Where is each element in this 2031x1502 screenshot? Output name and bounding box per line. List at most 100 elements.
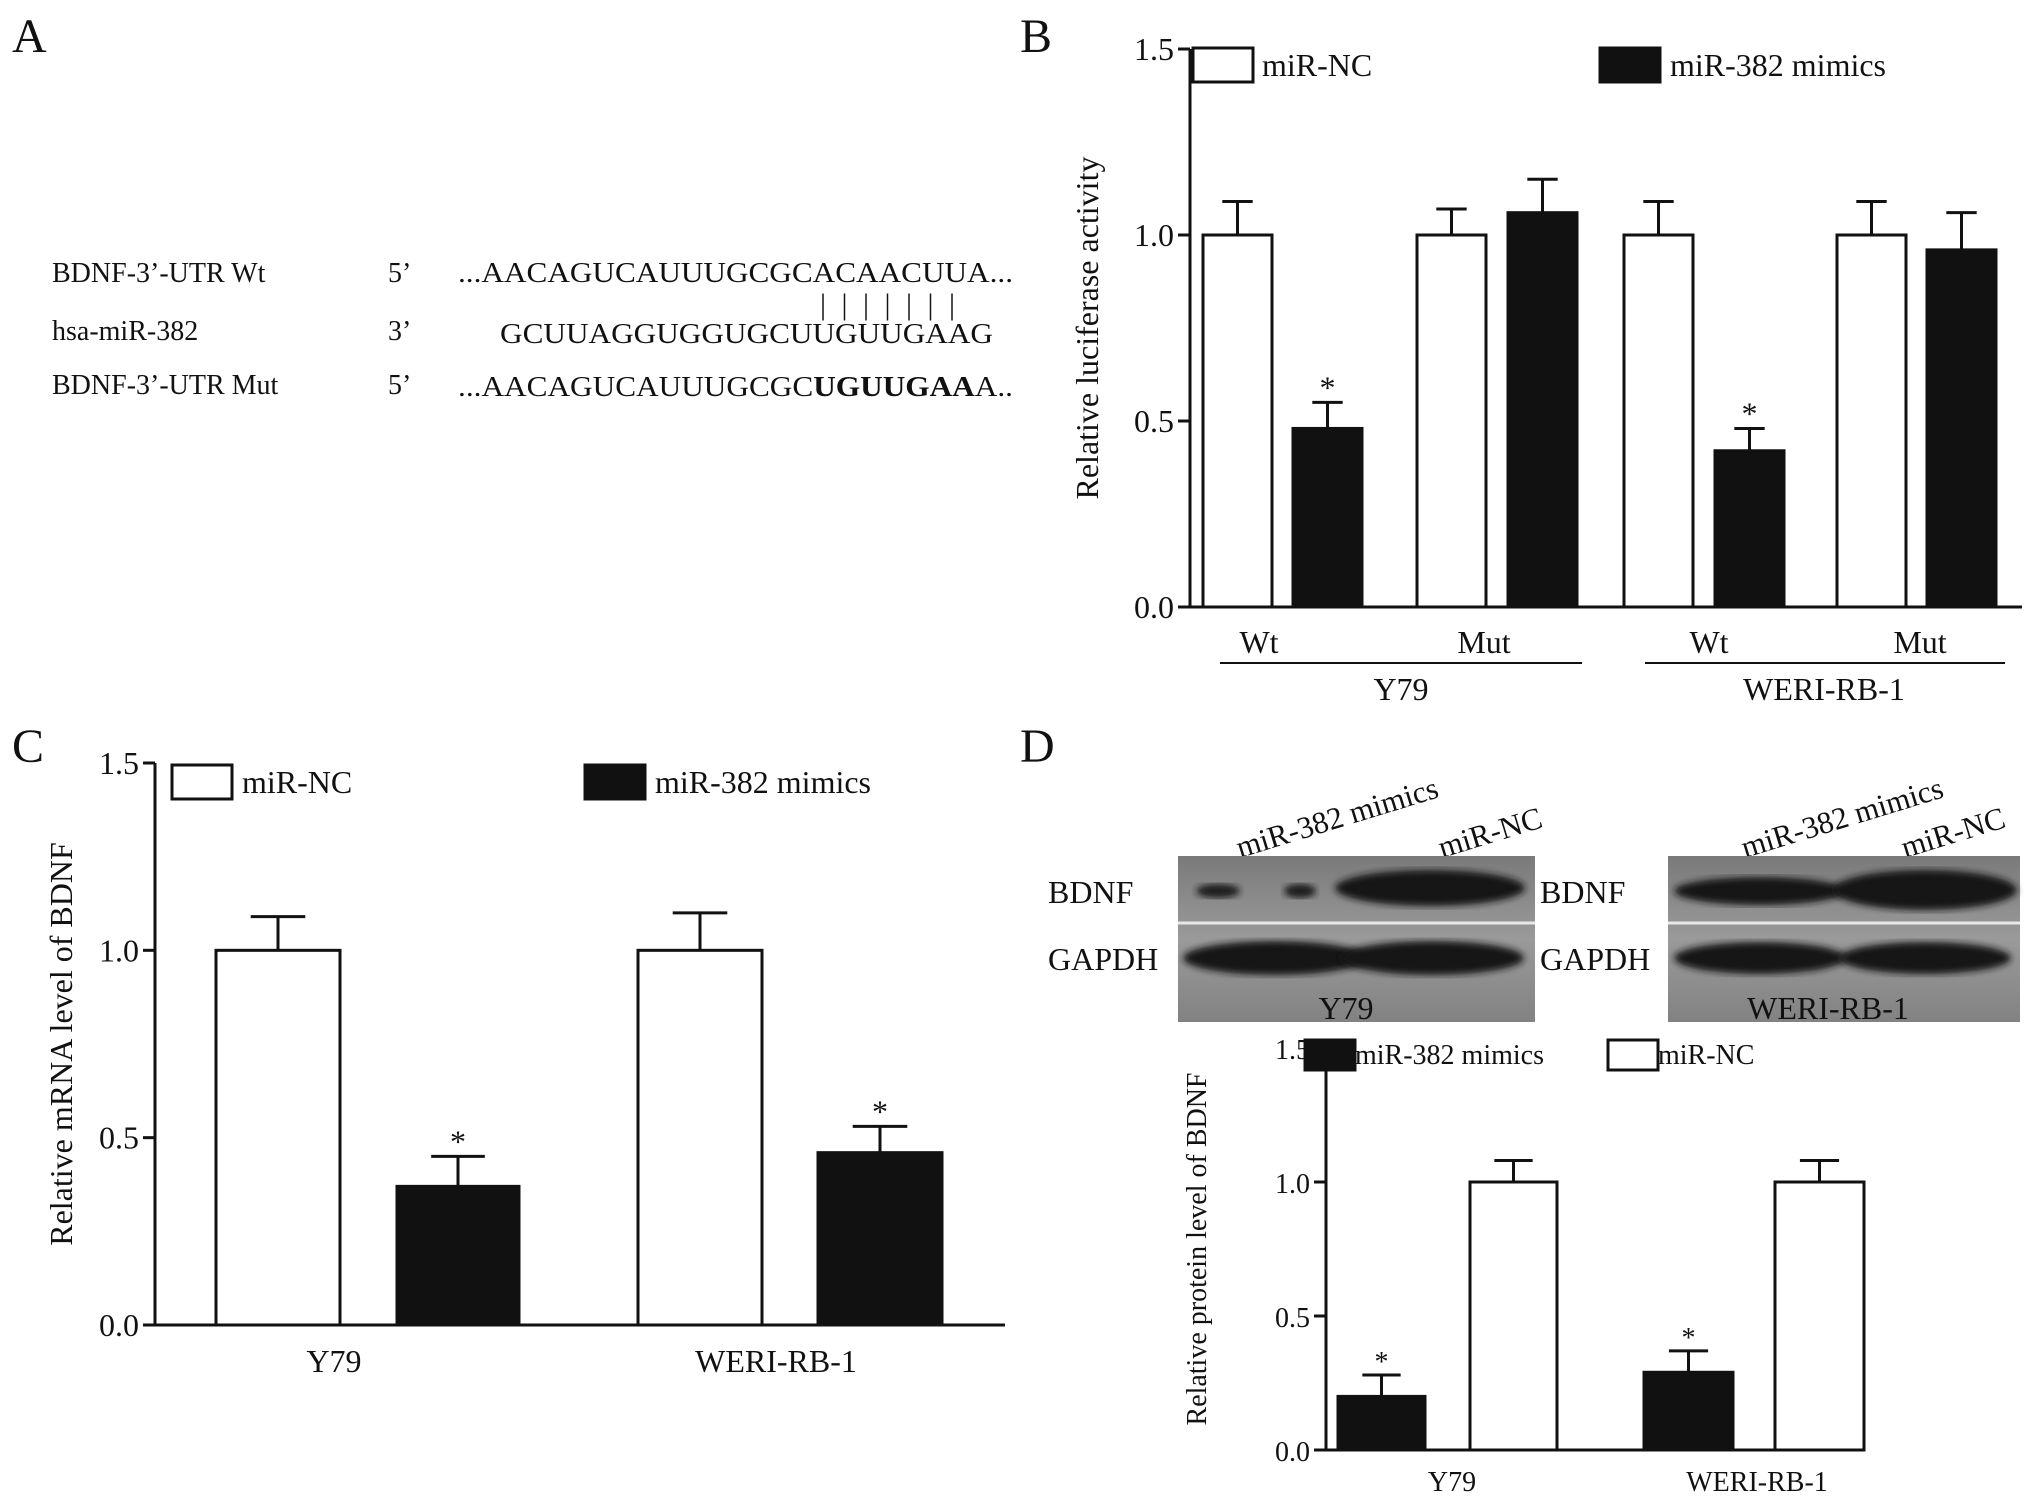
bar — [1622, 233, 1695, 609]
legend-label: miR-382 mimics — [1670, 47, 1886, 83]
bar — [1201, 233, 1274, 609]
seq-row-end: 5’ — [388, 370, 411, 401]
significance-mark: * — [872, 1093, 888, 1129]
significance-mark: * — [450, 1123, 466, 1159]
panel-letter-a: A — [12, 10, 47, 63]
bar — [1336, 1394, 1427, 1452]
legend-label: miR-382 mimics — [1355, 1040, 1544, 1071]
y-tick-label: 0.0 — [1134, 589, 1174, 625]
group-label: WERI-RB-1 — [1743, 671, 1905, 707]
y-axis-label: Relative mRNA level of BDNF — [43, 842, 79, 1246]
seq-row-name: BDNF-3’-UTR Mut — [52, 370, 279, 401]
legend-swatch — [1598, 46, 1662, 84]
blot-y79: miR-382 mimics miR-NC BDNF GAPDH Y79 — [1048, 770, 1546, 1026]
blot-row-label-gapdh: GAPDH — [1540, 941, 1650, 977]
seq-row-name: BDNF-3’-UTR Wt — [52, 258, 266, 289]
lane-label-mimics: miR-382 mimics — [1232, 770, 1442, 865]
legend-swatch — [583, 763, 647, 801]
legend-label: miR-NC — [242, 764, 352, 800]
bar — [1713, 449, 1786, 609]
legend-swatch — [170, 763, 234, 801]
bar — [1506, 211, 1579, 609]
legend-label: miR-NC — [1658, 1040, 1754, 1071]
bar — [1642, 1370, 1735, 1452]
band-bdnf-mimics-2 — [1284, 884, 1316, 898]
lane-label-nc: miR-NC — [1434, 800, 1546, 865]
y-tick-label: 1.5 — [1134, 31, 1174, 67]
bar — [636, 948, 764, 1327]
x-tick-label: Wt — [1239, 624, 1278, 660]
band-gapdh-nc — [1839, 942, 2011, 974]
pairing-lines: | | | | | | | — [820, 288, 955, 321]
seq-row-end: 5’ — [388, 258, 411, 289]
blot-row-label-bdnf: BDNF — [1048, 874, 1133, 910]
y-tick-label: 0.0 — [1275, 1437, 1310, 1468]
band-gapdh-mimics — [1183, 941, 1367, 975]
band-gapdh-nc — [1340, 941, 1524, 975]
bar — [1925, 248, 1998, 609]
band-bdnf-mimics — [1674, 877, 1846, 905]
seq-row-sequence: ...AACAGUCAUUUGCGC UGUUGAA A.. — [458, 372, 1013, 403]
blot-group-label: WERI-RB-1 — [1747, 990, 1909, 1026]
significance-mark: * — [1375, 1347, 1389, 1378]
band-bdnf-mimics-1 — [1196, 884, 1240, 898]
y-tick-label: 1.0 — [1134, 217, 1174, 253]
blot-weri: miR-382 mimics miR-NC BDNF GAPDH WERI-RB… — [1540, 770, 2020, 1026]
x-tick-label: Mut — [1457, 624, 1510, 660]
bar — [1773, 1180, 1866, 1452]
bar — [1468, 1180, 1559, 1452]
seq-row-end: 3’ — [388, 316, 411, 347]
legend-swatch — [1303, 1038, 1357, 1072]
charts: 0.0 0.5 1.0 1.5 Relative luciferase activity… — [43, 31, 2022, 1498]
y-tick-label: 0.5 — [99, 1120, 139, 1156]
y-tick-label: 1.0 — [99, 932, 139, 968]
chart-b: 0.0 0.5 1.0 1.5 Relative luciferase activity… — [1069, 31, 2022, 707]
y-tick-label: 1.0 — [1275, 1169, 1310, 1200]
significance-mark: * — [1742, 395, 1758, 431]
y-tick-label: 0.0 — [99, 1307, 139, 1343]
bar — [816, 1151, 944, 1327]
seq-part-tail: A.. — [975, 372, 1013, 403]
seq-row-name: hsa-miR-382 — [52, 316, 198, 347]
seq-row-sequence: GCUUAGGUGGUGCUUGUUGAAG — [500, 319, 993, 350]
seq-row-sequence: ...AACAGUCAUUUGCGCACAACUUA... — [458, 258, 1013, 289]
bar — [395, 1184, 521, 1327]
significance-mark: * — [1682, 1323, 1696, 1354]
significance-mark: * — [1320, 369, 1336, 405]
band-bdnf-nc — [1335, 870, 1525, 906]
y-tick-label: 0.5 — [1134, 403, 1174, 439]
y-tick-label: 0.5 — [1275, 1303, 1310, 1334]
bar — [1415, 233, 1488, 609]
seq-part-plain: ...AACAGUCAUUUGCGC — [458, 372, 813, 403]
chart-c: 0.0 0.5 1.0 1.5 Relative mRNA level of BDNF m… — [43, 745, 1005, 1379]
panel-letter-d: D — [1020, 720, 1055, 773]
seq-part-mutated: UGUUGAA — [813, 372, 975, 403]
x-tick-label: Mut — [1893, 624, 1946, 660]
panel-letter-b: B — [1020, 10, 1052, 63]
x-tick-label: Wt — [1689, 624, 1728, 660]
panel-a-alignment: BDNF-3’-UTR Wt 5’ ...AACAGUCAUUUGCGCACAA… — [52, 258, 1013, 403]
legend-swatch — [1191, 46, 1255, 84]
x-tick-label: WERI-RB-1 — [1686, 1467, 1828, 1498]
panel-letter-c: C — [12, 720, 44, 773]
group-label: Y79 — [1373, 671, 1428, 707]
band-gapdh-mimics — [1674, 942, 1846, 974]
x-tick-label: WERI-RB-1 — [695, 1343, 857, 1379]
legend-swatch — [1606, 1038, 1660, 1072]
bar — [1835, 233, 1908, 609]
bar — [214, 948, 342, 1327]
blot-group-label: Y79 — [1318, 990, 1373, 1026]
y-tick-label: 1.5 — [99, 745, 139, 781]
x-tick-label: Y79 — [306, 1343, 361, 1379]
legend-label: miR-382 mimics — [655, 764, 871, 800]
bar — [1291, 426, 1364, 609]
blot-row-label-bdnf: BDNF — [1540, 874, 1625, 910]
legend-label: miR-NC — [1262, 47, 1372, 83]
y-axis-label: Relative luciferase activity — [1069, 157, 1105, 500]
y-axis-label: Relative protein level of BDNF — [1182, 1072, 1213, 1425]
blot-row-label-gapdh: GAPDH — [1048, 941, 1158, 977]
band-bdnf-nc — [1833, 870, 2017, 910]
seq-part-plain: ...AACAGUCAUUUGCGCACAACUUA... — [458, 258, 1013, 289]
